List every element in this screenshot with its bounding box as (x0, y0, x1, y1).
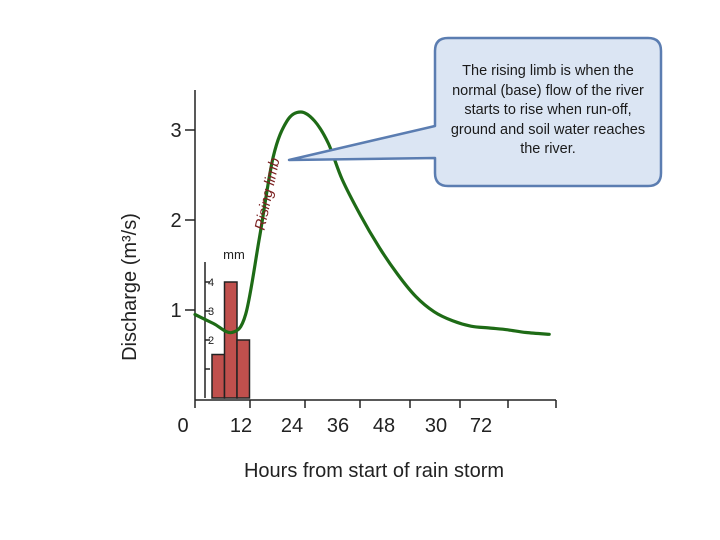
x-tick-label: 36 (327, 415, 349, 437)
rainfall-tick-label: 4 (208, 277, 214, 289)
discharge-series-line (193, 110, 551, 336)
rainfall-bar (236, 339, 251, 399)
rainfall-tick-label: 3 (208, 306, 214, 318)
y-tick-label: 1 (170, 300, 181, 322)
y-axis-title: Discharge (m³/s) (119, 213, 141, 361)
rainfall-unit-label: mm (223, 247, 245, 262)
x-axis-title: Hours from start of rain storm (244, 460, 504, 482)
rainfall-bar (211, 353, 226, 399)
x-tick-label: 48 (373, 415, 395, 437)
rainfall-bar (223, 281, 238, 399)
callout-text: The rising limb is when the normal (base… (450, 63, 646, 157)
rainfall-tick-label: 2 (208, 335, 214, 347)
y-tick-label: 3 (170, 120, 181, 142)
y-tick-label: 2 (170, 210, 181, 232)
rising-limb-label: Rising limb (252, 156, 284, 231)
x-tick-label: 0 (177, 415, 188, 437)
callout-bubble (287, 36, 663, 188)
x-tick-label: 30 (425, 415, 447, 437)
x-tick-label: 72 (470, 415, 492, 437)
x-tick-label: 24 (281, 415, 303, 437)
x-tick-label: 12 (230, 415, 252, 437)
